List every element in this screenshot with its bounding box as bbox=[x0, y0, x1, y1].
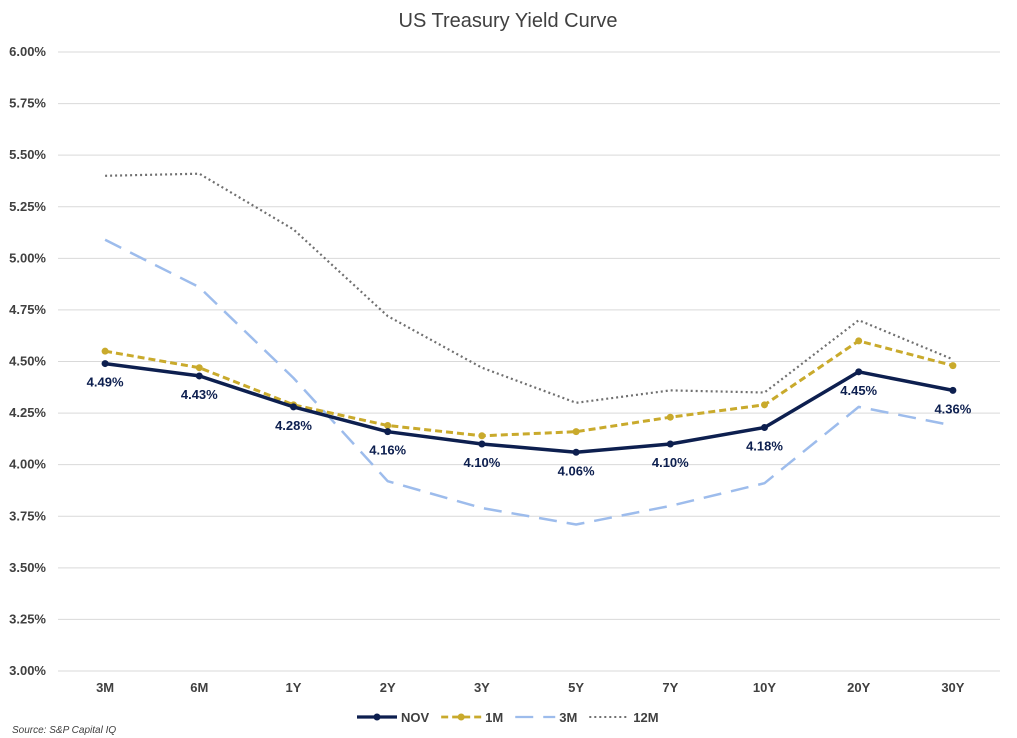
y-tick-label: 3.75% bbox=[9, 508, 46, 523]
y-tick-label: 5.00% bbox=[9, 250, 46, 265]
x-tick-label: 6M bbox=[190, 680, 208, 695]
legend-marker bbox=[457, 713, 465, 721]
legend-label: 1M bbox=[485, 710, 503, 725]
legend-item-3m: 3M bbox=[515, 710, 577, 725]
data-point bbox=[195, 364, 203, 372]
x-tick-label: 20Y bbox=[847, 680, 870, 695]
y-tick-label: 5.50% bbox=[9, 147, 46, 162]
data-label: 4.43% bbox=[181, 387, 218, 402]
x-tick-label: 2Y bbox=[380, 680, 396, 695]
data-point bbox=[195, 372, 203, 380]
legend-label: 12M bbox=[633, 710, 658, 725]
legend-label: 3M bbox=[559, 710, 577, 725]
gridlines bbox=[58, 51, 1000, 672]
data-point bbox=[949, 362, 957, 370]
series-line-12m bbox=[105, 172, 954, 404]
x-tick-label: 3Y bbox=[474, 680, 490, 695]
series-line-1m bbox=[104, 339, 954, 438]
series-3m bbox=[104, 238, 954, 526]
data-point bbox=[761, 424, 768, 432]
data-point bbox=[572, 448, 580, 456]
y-tick-label: 3.50% bbox=[9, 560, 46, 575]
data-labels: 4.49% 4.43% 4.28% 4.16% 4.10% 4.06% 4.10% 4.18%… bbox=[87, 375, 972, 479]
x-tick-label: 10Y bbox=[753, 680, 776, 695]
data-label: 4.10% bbox=[463, 455, 500, 470]
y-tick-label: 6.00% bbox=[9, 44, 46, 59]
y-tick-label: 5.25% bbox=[9, 199, 46, 214]
data-label: 4.45% bbox=[840, 383, 877, 398]
y-tick-label: 5.75% bbox=[9, 96, 46, 111]
x-axis-ticks: 3M 6M 1Y 2Y 3Y 5Y 7Y 10Y 20Y 30Y bbox=[96, 680, 965, 695]
data-label: 4.10% bbox=[652, 455, 689, 470]
series-lines bbox=[101, 172, 957, 526]
data-label: 4.49% bbox=[87, 375, 124, 390]
legend-marker bbox=[373, 713, 381, 721]
y-axis-ticks: 3.00% 3.25% 3.50% 3.75% 4.00% 4.25% 4.50% 4.75%… bbox=[9, 44, 46, 678]
source-note: Source: S&P Capital IQ bbox=[12, 725, 116, 736]
x-tick-label: 1Y bbox=[286, 680, 302, 695]
data-label: 4.18% bbox=[746, 439, 783, 454]
data-point bbox=[290, 403, 297, 411]
legend: NOV 1M 3M 12M bbox=[357, 710, 659, 725]
data-point bbox=[101, 360, 109, 368]
data-point bbox=[572, 428, 580, 436]
data-point bbox=[666, 440, 674, 448]
legend-item-nov: NOV bbox=[357, 710, 430, 725]
data-point bbox=[949, 386, 957, 394]
chart-title: US Treasury Yield Curve bbox=[399, 10, 618, 32]
data-point bbox=[384, 428, 392, 436]
series-nov bbox=[101, 360, 957, 456]
data-point bbox=[855, 368, 863, 376]
data-point bbox=[478, 440, 486, 448]
series-line-nov bbox=[104, 361, 954, 455]
data-point bbox=[666, 413, 674, 421]
legend-item-12m: 12M bbox=[589, 710, 659, 725]
series-12m bbox=[105, 172, 954, 404]
data-point bbox=[101, 347, 109, 355]
x-tick-label: 30Y bbox=[941, 680, 964, 695]
legend-label: NOV bbox=[401, 710, 430, 725]
x-tick-label: 7Y bbox=[662, 680, 678, 695]
data-label: 4.36% bbox=[934, 401, 971, 416]
data-point bbox=[855, 337, 863, 345]
series-line-3m bbox=[104, 238, 954, 526]
y-tick-label: 3.00% bbox=[9, 663, 46, 678]
data-label: 4.06% bbox=[558, 463, 595, 478]
data-point bbox=[761, 401, 768, 409]
legend-item-1m: 1M bbox=[441, 710, 503, 725]
y-tick-label: 4.75% bbox=[9, 302, 46, 317]
x-tick-label: 3M bbox=[96, 680, 114, 695]
y-tick-label: 3.25% bbox=[9, 611, 46, 626]
data-label: 4.28% bbox=[275, 418, 312, 433]
x-tick-label: 5Y bbox=[568, 680, 584, 695]
y-tick-label: 4.50% bbox=[9, 354, 46, 369]
data-label: 4.16% bbox=[369, 443, 406, 458]
data-point bbox=[384, 421, 392, 429]
y-tick-label: 4.25% bbox=[9, 405, 46, 420]
y-tick-label: 4.00% bbox=[9, 457, 46, 472]
data-point bbox=[478, 432, 486, 440]
